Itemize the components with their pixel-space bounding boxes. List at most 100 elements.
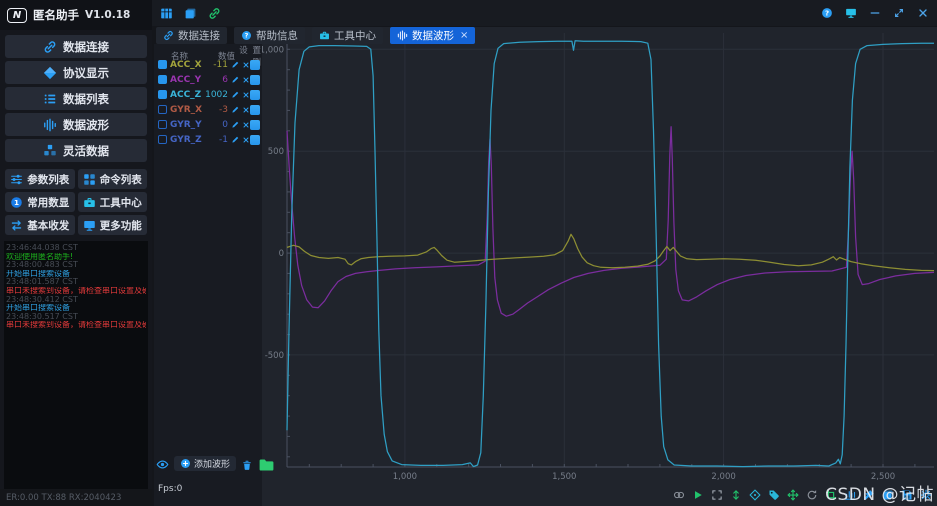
link-button[interactable] — [208, 7, 221, 20]
tag-button[interactable] — [768, 489, 780, 501]
sidebar-item-data-list[interactable]: 数据列表 — [5, 87, 147, 110]
expand-button[interactable] — [711, 489, 723, 501]
row-color-swatch[interactable] — [250, 134, 260, 145]
delete-waveform-button[interactable] — [241, 454, 253, 473]
row-checkbox[interactable] — [158, 105, 167, 114]
monitor-button[interactable] — [845, 7, 857, 19]
gear-button[interactable] — [920, 489, 932, 501]
row-color-swatch[interactable] — [250, 89, 260, 100]
sidebar-item-data-wave[interactable]: 数据波形 — [5, 113, 147, 136]
row-checkbox[interactable] — [158, 135, 167, 144]
row-color-swatch[interactable] — [250, 74, 260, 85]
row-edit-button[interactable] — [230, 135, 241, 144]
minimize-button[interactable] — [869, 7, 881, 19]
updown-button[interactable] — [730, 489, 742, 501]
table-button[interactable] — [160, 7, 173, 20]
row-edit-button[interactable] — [230, 90, 241, 99]
one-circle-icon: 1 — [11, 196, 23, 208]
sidebar-item-protocol-display[interactable]: 协议显示 — [5, 61, 147, 84]
row-delete-button[interactable] — [241, 121, 250, 129]
sidebar-item-cmd-list[interactable]: 命令列表 — [77, 169, 147, 189]
refresh-icon — [807, 490, 817, 500]
titlebar-quick-icons — [160, 7, 221, 20]
add-waveform-button[interactable]: 添加波形 — [174, 456, 237, 471]
sidebar-item-data-connect[interactable]: 数据连接 — [5, 35, 147, 58]
row-edit-button[interactable] — [230, 105, 241, 114]
link-toggle-icon — [673, 491, 685, 499]
row-color-swatch[interactable] — [250, 104, 260, 115]
sidebar-item-more-features[interactable]: 更多功能 — [77, 215, 147, 235]
header-name: 名称 — [171, 52, 189, 62]
row-delete-button[interactable] — [241, 106, 250, 114]
crop-button[interactable] — [825, 489, 837, 501]
svg-text:0: 0 — [279, 249, 284, 259]
save-button[interactable] — [901, 489, 913, 501]
row-checkbox[interactable] — [158, 90, 167, 99]
row-checkbox[interactable] — [158, 120, 167, 129]
table-row: ACC_Z 1002 — [154, 87, 262, 102]
sidebar-item-flex-data[interactable]: 灵活数据 — [5, 139, 147, 162]
row-name: GYR_Z — [170, 134, 202, 145]
sidebar-item-param-list[interactable]: 参数列表 — [5, 169, 75, 189]
row-edit-button[interactable] — [230, 60, 241, 69]
play-button[interactable] — [692, 489, 704, 501]
row-value: -1 — [219, 134, 228, 145]
waveform-plot[interactable]: 1,000 500 0 -500 1,000 1,500 2,000 2,500 — [260, 27, 937, 506]
link-toggle-button[interactable] — [673, 489, 685, 501]
row-delete-button[interactable] — [241, 136, 250, 144]
log-line-ok: 欢迎使用匿名助手! — [6, 252, 74, 261]
main-titlebar: ? — [152, 0, 937, 26]
link-icon — [44, 40, 56, 53]
close-button[interactable] — [917, 7, 929, 19]
log-line-err: 串口未搜索到设备，请检查串口设置及硬件连接! — [6, 321, 146, 330]
row-checkbox[interactable] — [158, 75, 167, 84]
row-checkbox[interactable] — [158, 60, 167, 69]
sidebar-menu: 数据连接协议显示数据列表数据波形灵活数据 — [0, 30, 152, 167]
expand-icon — [712, 490, 722, 500]
table-row: ACC_X -11 — [154, 57, 262, 72]
row-delete-button[interactable] — [241, 61, 250, 69]
link-icon — [164, 31, 173, 40]
target-button[interactable] — [749, 489, 761, 501]
tab-data-wave[interactable]: 数据波形 × — [390, 27, 476, 44]
tab-tool-center[interactable]: 工具中心 — [312, 27, 383, 44]
sidebar-item-basic-txrx[interactable]: 基本收发 — [5, 215, 75, 235]
sidebar-item-tool-center[interactable]: 工具中心 — [77, 192, 147, 212]
x-small-icon — [243, 122, 248, 127]
tab-label: 帮助信息 — [256, 30, 298, 42]
log-line-time: 23:48:01.587 CST — [6, 278, 78, 287]
row-delete-button[interactable] — [241, 91, 250, 99]
resize-button[interactable] — [893, 7, 905, 19]
refresh-button[interactable] — [806, 489, 818, 501]
header-value: 数值 — [217, 52, 235, 62]
help-button[interactable]: ? — [821, 7, 833, 19]
layers-button[interactable] — [882, 489, 894, 501]
play-icon — [695, 491, 702, 499]
tab-label: 数据连接 — [178, 30, 220, 42]
row-color-swatch[interactable] — [250, 119, 260, 130]
window-controls: ? — [821, 7, 929, 19]
row-delete-button[interactable] — [241, 76, 250, 84]
updown-icon — [733, 490, 739, 500]
sidebar-item-common-display[interactable]: 1 常用数显 — [5, 192, 75, 212]
series-ACC_Y — [286, 126, 935, 317]
layers-button[interactable] — [184, 7, 197, 20]
row-edit-button[interactable] — [230, 75, 241, 84]
row-color-swatch[interactable] — [250, 59, 260, 70]
grid-icon — [83, 173, 95, 185]
toggle-visibility-button[interactable] — [156, 454, 169, 473]
app-version: V1.0.18 — [85, 9, 131, 21]
pin-button[interactable] — [863, 489, 875, 501]
open-folder-button[interactable] — [258, 454, 275, 473]
sidebar-item-label: 协议显示 — [63, 65, 109, 80]
tab-data-connect[interactable]: 数据连接 — [156, 27, 227, 44]
row-edit-button[interactable] — [230, 120, 241, 129]
tab-close-icon[interactable]: × — [460, 30, 469, 41]
fps-counter: Fps:0 — [158, 484, 183, 494]
chart-button[interactable] — [844, 489, 856, 501]
log-panel[interactable]: 23:46:44.038 CST 欢迎使用匿名助手! 23:48:00.483 CS… — [4, 241, 148, 489]
tab-bar: 数据连接 ? 帮助信息 工具中心 数据波形 × — [156, 27, 476, 44]
pencil-icon — [232, 106, 239, 113]
move-button[interactable] — [787, 489, 799, 501]
tab-help-info[interactable]: ? 帮助信息 — [234, 27, 305, 44]
